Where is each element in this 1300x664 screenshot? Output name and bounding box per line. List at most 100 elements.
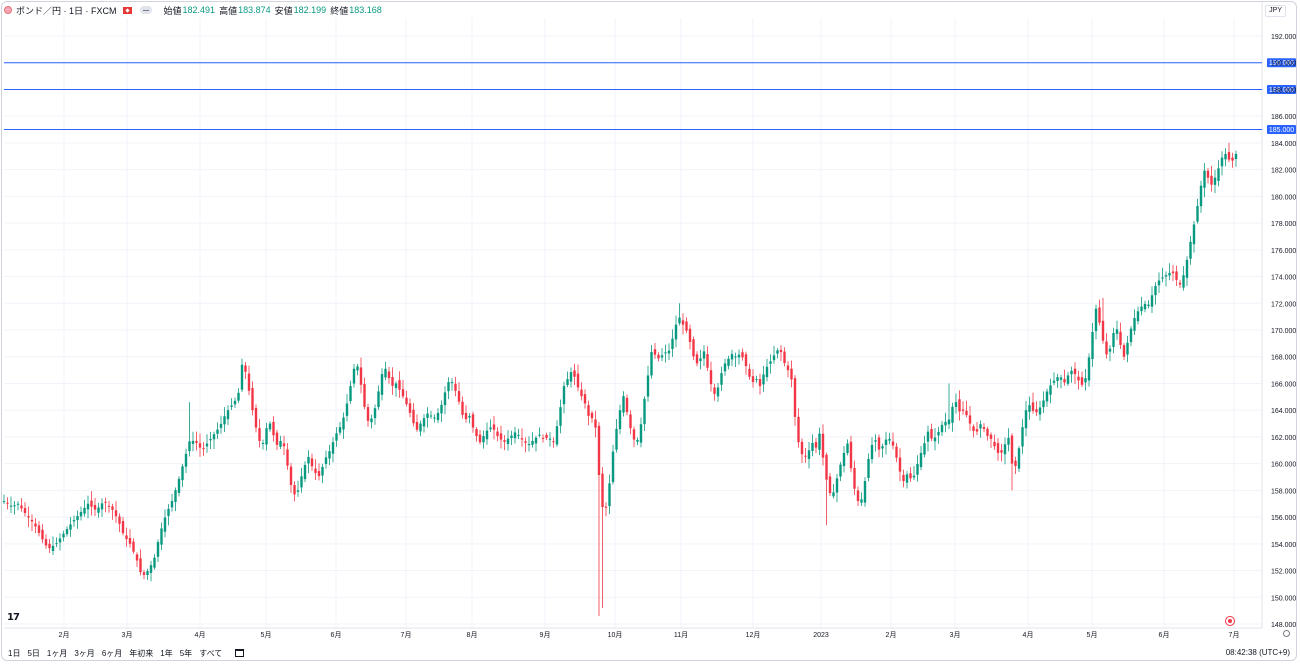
candle-body [804, 455, 807, 457]
range-button[interactable]: 3ヶ月 [74, 648, 95, 658]
event-icon[interactable] [1225, 616, 1235, 626]
gear-icon[interactable] [1283, 630, 1290, 637]
range-button[interactable]: 年初来 [129, 648, 154, 658]
currency-button[interactable]: JPY [1265, 5, 1286, 17]
candle-body [219, 423, 223, 428]
candle-body [1119, 331, 1122, 346]
x-tick-label: 2月 [886, 631, 897, 639]
candle-body [307, 456, 310, 464]
tradingview-logo-icon[interactable]: 17 [7, 612, 20, 623]
candle-body [1150, 295, 1154, 307]
x-tick-label: 5月 [1087, 631, 1098, 639]
collapse-icon[interactable] [139, 6, 152, 14]
candle-body [874, 440, 877, 442]
range-button[interactable]: すべて [199, 648, 223, 658]
candle-body [1234, 154, 1238, 160]
candle-body [779, 349, 783, 353]
candle-body [93, 504, 97, 510]
candle-body [898, 457, 902, 472]
candle-body [440, 404, 443, 414]
candle-body [114, 510, 118, 517]
candle-body [895, 446, 898, 458]
candle-body [569, 372, 573, 382]
range-button[interactable]: 1日 [8, 648, 21, 658]
level-price-label: 185.000 [1269, 127, 1294, 134]
candle-body [1224, 153, 1227, 160]
candle-body [720, 373, 723, 385]
candle-body [237, 392, 240, 401]
candle-body [272, 421, 275, 436]
y-tick-label: 182.000 [1271, 168, 1296, 175]
candle-body [188, 441, 191, 452]
candle-body [282, 443, 286, 447]
range-button[interactable]: 6ヶ月 [101, 648, 123, 658]
candle-body [16, 503, 20, 505]
range-button[interactable]: 1ヶ月 [46, 648, 68, 658]
symbol-title[interactable]: ポンド／円 · 1日 · FXCM [16, 5, 117, 16]
candle-body [646, 375, 650, 397]
candle-body [1178, 282, 1182, 285]
candle-body [965, 410, 968, 416]
y-tick-label: 178.000 [1271, 221, 1296, 228]
level-price-tag [1267, 125, 1296, 135]
y-tick-label: 150.000 [1271, 595, 1296, 602]
close-value: 183.168 [349, 5, 382, 15]
candle-body [489, 427, 492, 430]
candle-body [443, 392, 447, 406]
candle-body [979, 424, 982, 429]
symbol-logo-icon [4, 6, 12, 14]
candle-body [247, 373, 251, 391]
candle-body [1112, 333, 1115, 347]
candle-body [293, 485, 296, 495]
candle-body [1056, 377, 1059, 382]
candle-body [496, 431, 499, 437]
candle-body [1115, 329, 1119, 334]
candle-body [618, 410, 622, 430]
candle-body [989, 434, 993, 439]
candle-body [807, 450, 811, 459]
candle-body [1143, 303, 1147, 310]
candle-body [482, 436, 485, 443]
candle-body [982, 427, 986, 429]
calendar-icon[interactable] [235, 649, 245, 657]
candle-body [877, 437, 881, 450]
x-tick-label: 2月 [59, 631, 70, 639]
candle-body [286, 449, 289, 466]
range-button[interactable]: 5日 [27, 648, 40, 658]
candle-body [685, 321, 688, 331]
candle-body [1066, 375, 1070, 384]
candle-body [937, 431, 940, 436]
range-button[interactable]: 1年 [160, 648, 173, 658]
candle-body [401, 389, 405, 397]
candle-body [678, 317, 681, 324]
candle-body [1042, 400, 1045, 408]
candle-body [1161, 277, 1164, 279]
candle-body [667, 350, 671, 354]
candle-body [370, 418, 373, 423]
candle-body [419, 423, 422, 432]
candle-body [1168, 272, 1171, 276]
candle-body [1217, 168, 1220, 181]
x-tick-label: 2023 [813, 632, 829, 639]
candle-body [604, 506, 608, 508]
candle-body [1084, 378, 1087, 383]
candle-body [310, 458, 314, 467]
candle-body [457, 391, 461, 402]
candle-body [996, 443, 1000, 453]
candle-body [573, 370, 576, 377]
candle-body [233, 400, 237, 405]
y-tick-label: 158.000 [1271, 488, 1296, 495]
candle-body [531, 440, 534, 445]
candle-body [814, 442, 818, 448]
level-price-tag [1267, 84, 1296, 94]
candle-body [314, 468, 317, 473]
y-tick-label: 148.000 [1271, 622, 1296, 629]
candle-body [835, 478, 839, 493]
x-tick-label: 7月 [1229, 631, 1240, 639]
candle-body [48, 543, 51, 549]
range-button[interactable]: 5年 [179, 648, 193, 658]
flag-icon[interactable] [122, 6, 132, 14]
candle-body [464, 412, 468, 420]
candle-body [758, 379, 762, 387]
